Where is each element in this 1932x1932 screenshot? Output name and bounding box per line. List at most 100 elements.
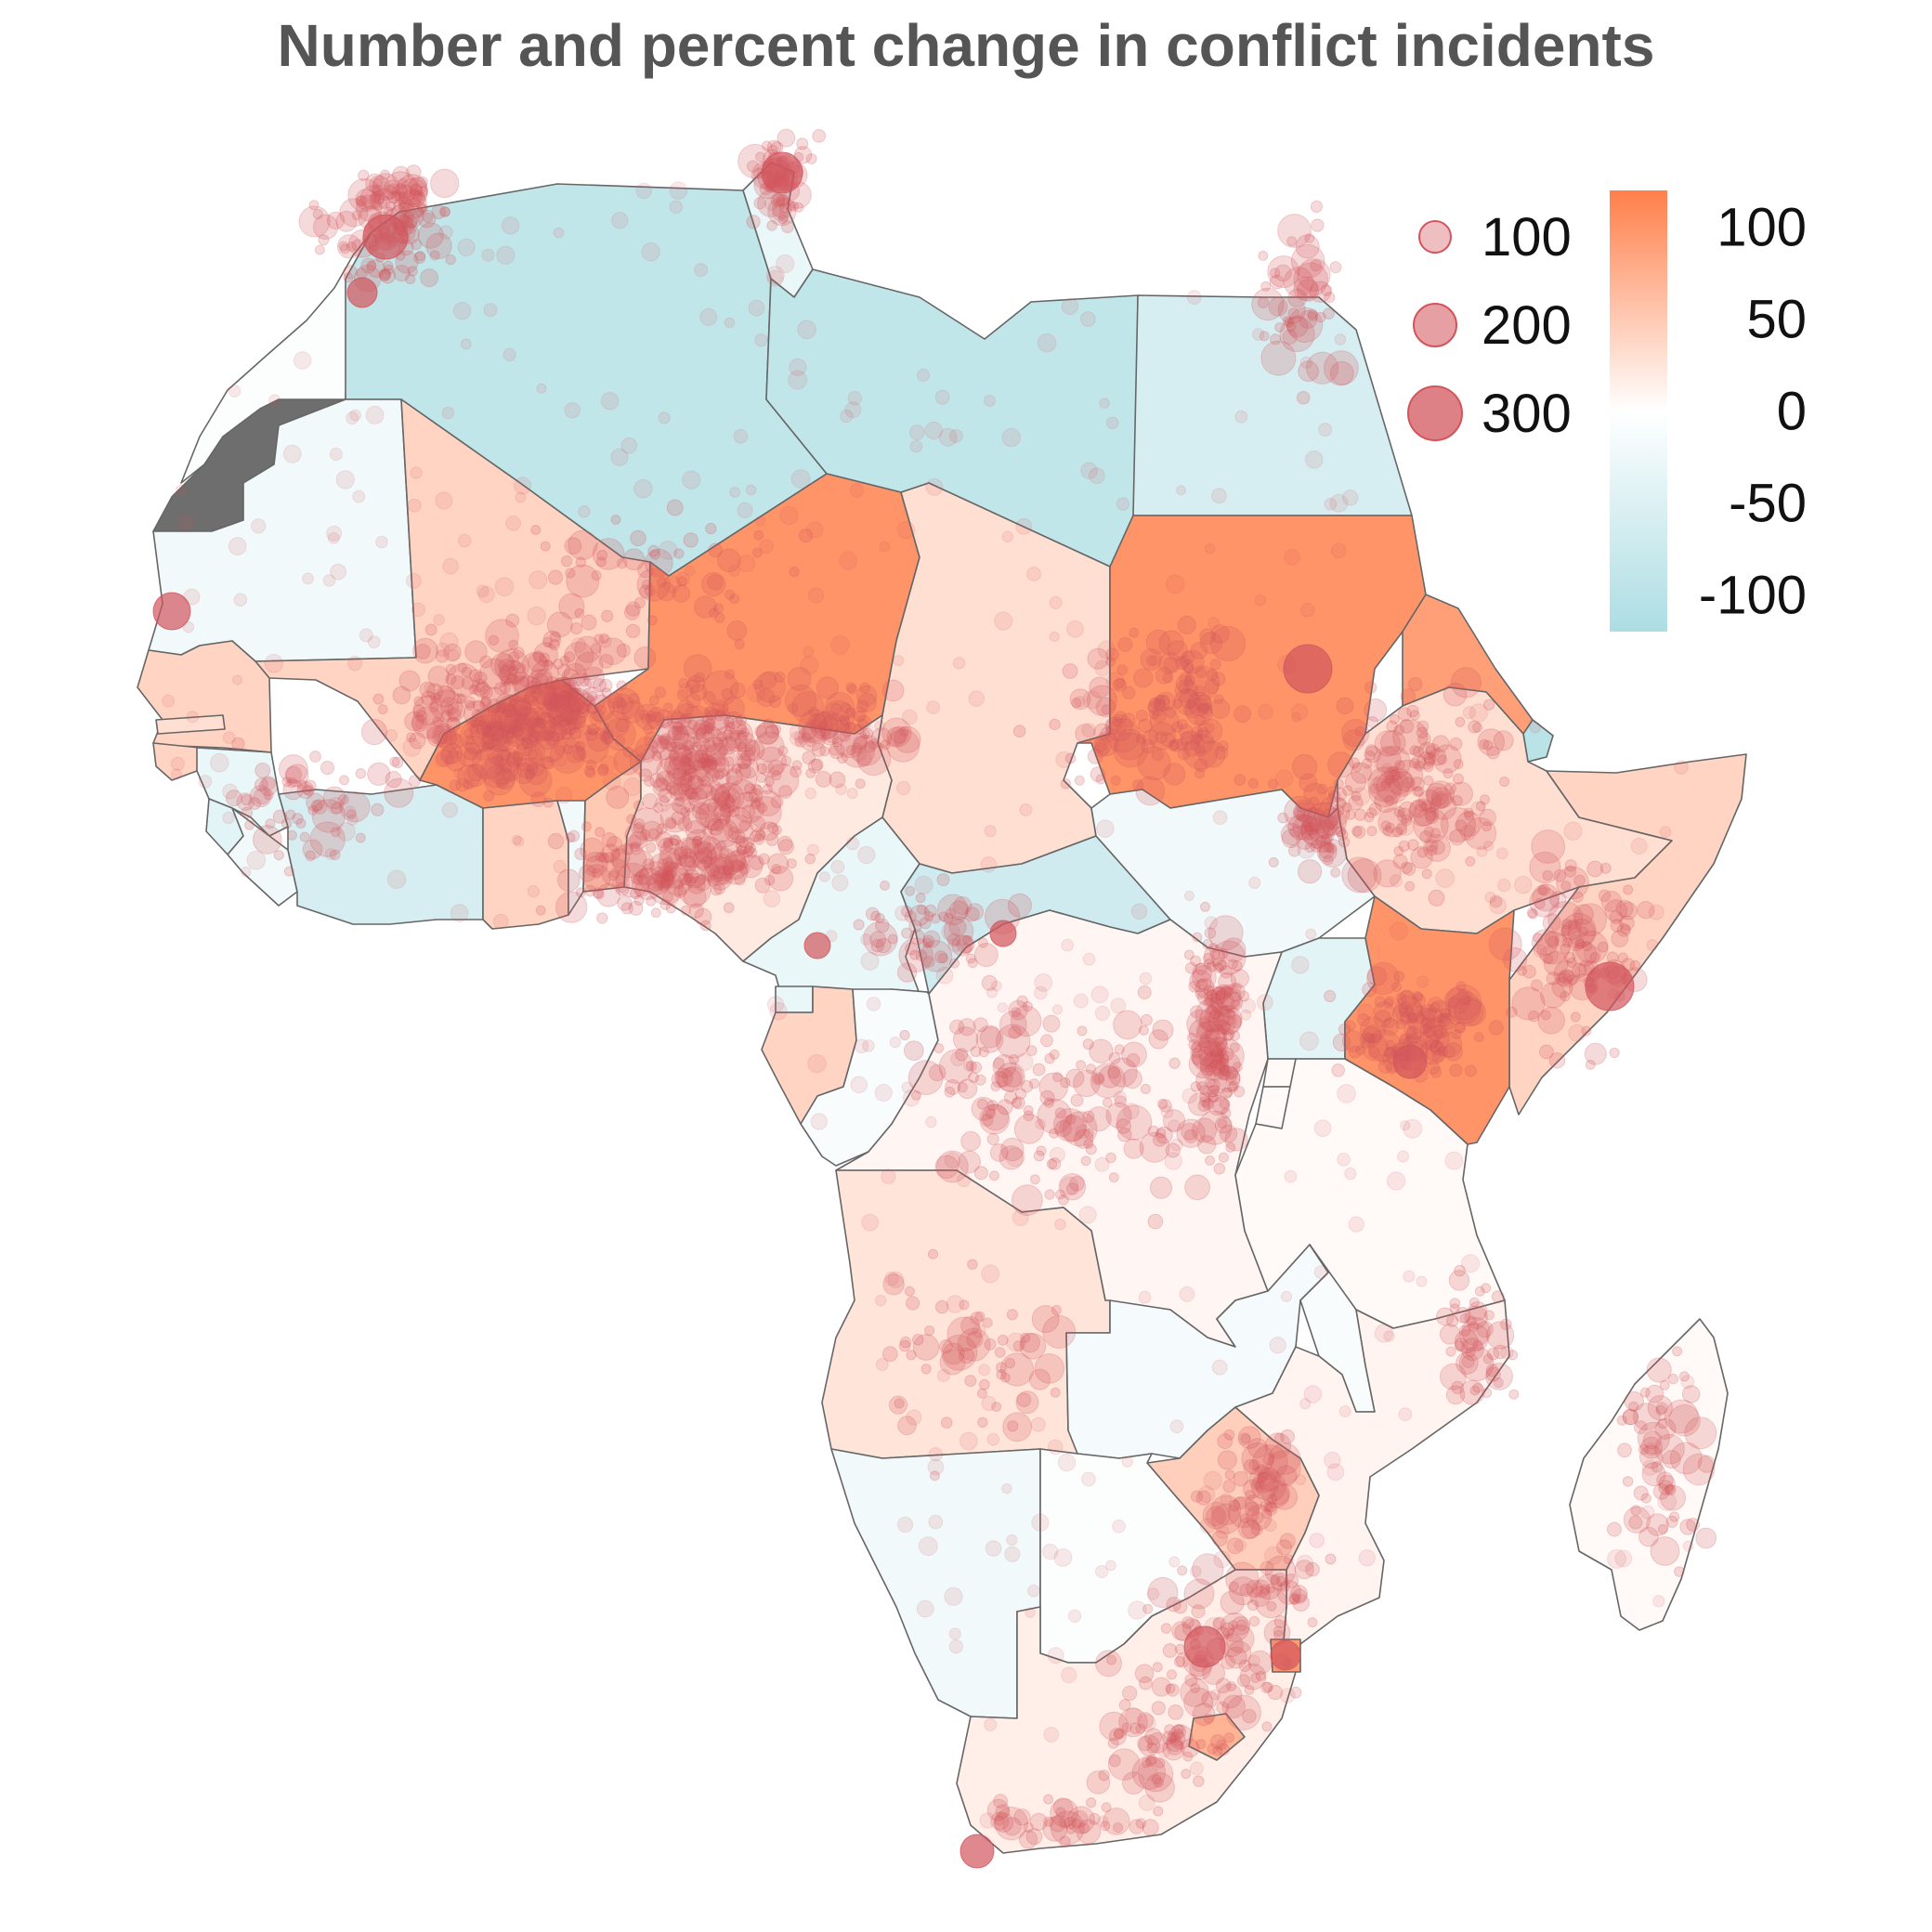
incident-point [1061,297,1079,316]
incident-point [494,768,516,790]
incident-point [384,777,414,808]
incident-point [1358,1549,1377,1567]
incident-point [666,710,685,729]
incident-point [933,1043,945,1053]
incident-point [628,693,640,705]
incident-point [997,1099,1013,1116]
incident-point [1570,1012,1581,1023]
incident-point [909,424,925,440]
incident-point [687,775,703,790]
incident-point [904,1040,924,1061]
incident-point [600,755,618,773]
incident-point [1348,1216,1365,1233]
incident-point [770,795,784,809]
incident-point [563,641,594,672]
incident-point [734,731,756,752]
incident-point [1134,1664,1155,1683]
incident-point [1135,776,1166,806]
incident-point [616,643,631,658]
incident-point [1183,890,1195,902]
incident-point [757,803,768,814]
incident-point [866,997,881,1012]
incident-point [435,491,453,510]
incident-point [431,723,456,748]
incident-point [1429,1066,1442,1078]
incident-point [240,866,252,878]
incident-point [1364,698,1388,722]
incident-point [1330,542,1347,559]
incident-point [569,726,581,739]
incident-point [986,1432,1000,1446]
incident-point [1440,1363,1467,1390]
incident-point [1622,1408,1639,1426]
incident-point [562,705,578,722]
incident-point [1007,1420,1019,1432]
incident-point [693,848,713,868]
incident-point [531,672,549,689]
incident-point [1444,1151,1464,1170]
incident-point [1060,778,1072,790]
incident-point [490,701,521,733]
incident-point [514,706,542,734]
incident-point [1269,1337,1286,1354]
incident-point [430,692,441,703]
incident-point [963,1061,974,1072]
color-legend: 100 50 0 -50 -100 [1610,190,1807,632]
incident-point [1099,398,1110,409]
incident-point [861,1213,879,1232]
incident-point [320,761,335,776]
incident-point [748,299,765,317]
incident-point [1140,1013,1153,1026]
incident-point [738,727,751,738]
incident-point [778,785,792,800]
incident-point [1264,1546,1283,1565]
incident-point [656,823,668,835]
incident-point [700,742,737,778]
incident-point [763,890,781,907]
incident-point [1176,485,1186,496]
incident-point [1352,825,1366,839]
incident-point [574,635,602,663]
incident-point [745,484,757,496]
incident-point [222,811,235,825]
incident-point [372,184,385,198]
incident-point [560,677,571,688]
incident-point [658,721,689,752]
incident-point [1016,1392,1032,1407]
incident-point [973,1166,988,1181]
incident-point [691,838,702,849]
incident-point [1037,333,1057,353]
incident-point [1461,1254,1481,1273]
incident-point [705,744,726,765]
incident-point [1196,701,1209,714]
incident-point [446,662,481,698]
incident-point [1449,737,1463,751]
incident-point [1313,1119,1332,1137]
incident-point [463,696,476,709]
incident-point [542,659,554,671]
incident-point [419,681,436,698]
incident-point [744,842,756,855]
incident-point [375,535,388,549]
incident-point [718,737,729,748]
incident-point [1125,1707,1142,1725]
incident-point [977,937,988,948]
incident-point [435,649,450,663]
incident-point [724,794,735,805]
incident-point [1026,567,1042,581]
incident-point [819,871,830,882]
incident-point [526,680,540,695]
incident-point [557,709,583,735]
incident-point [714,791,730,807]
incident-point [978,1378,990,1390]
incident-point [640,748,656,764]
incident-point [572,715,586,729]
incident-point [481,724,496,738]
incident-point [1429,1001,1441,1012]
incident-point [1491,1290,1505,1304]
incident-point [548,717,559,728]
incident-point [945,907,957,920]
incident-point [977,1416,988,1429]
incident-point [601,731,614,744]
incident-point [1086,1797,1097,1808]
